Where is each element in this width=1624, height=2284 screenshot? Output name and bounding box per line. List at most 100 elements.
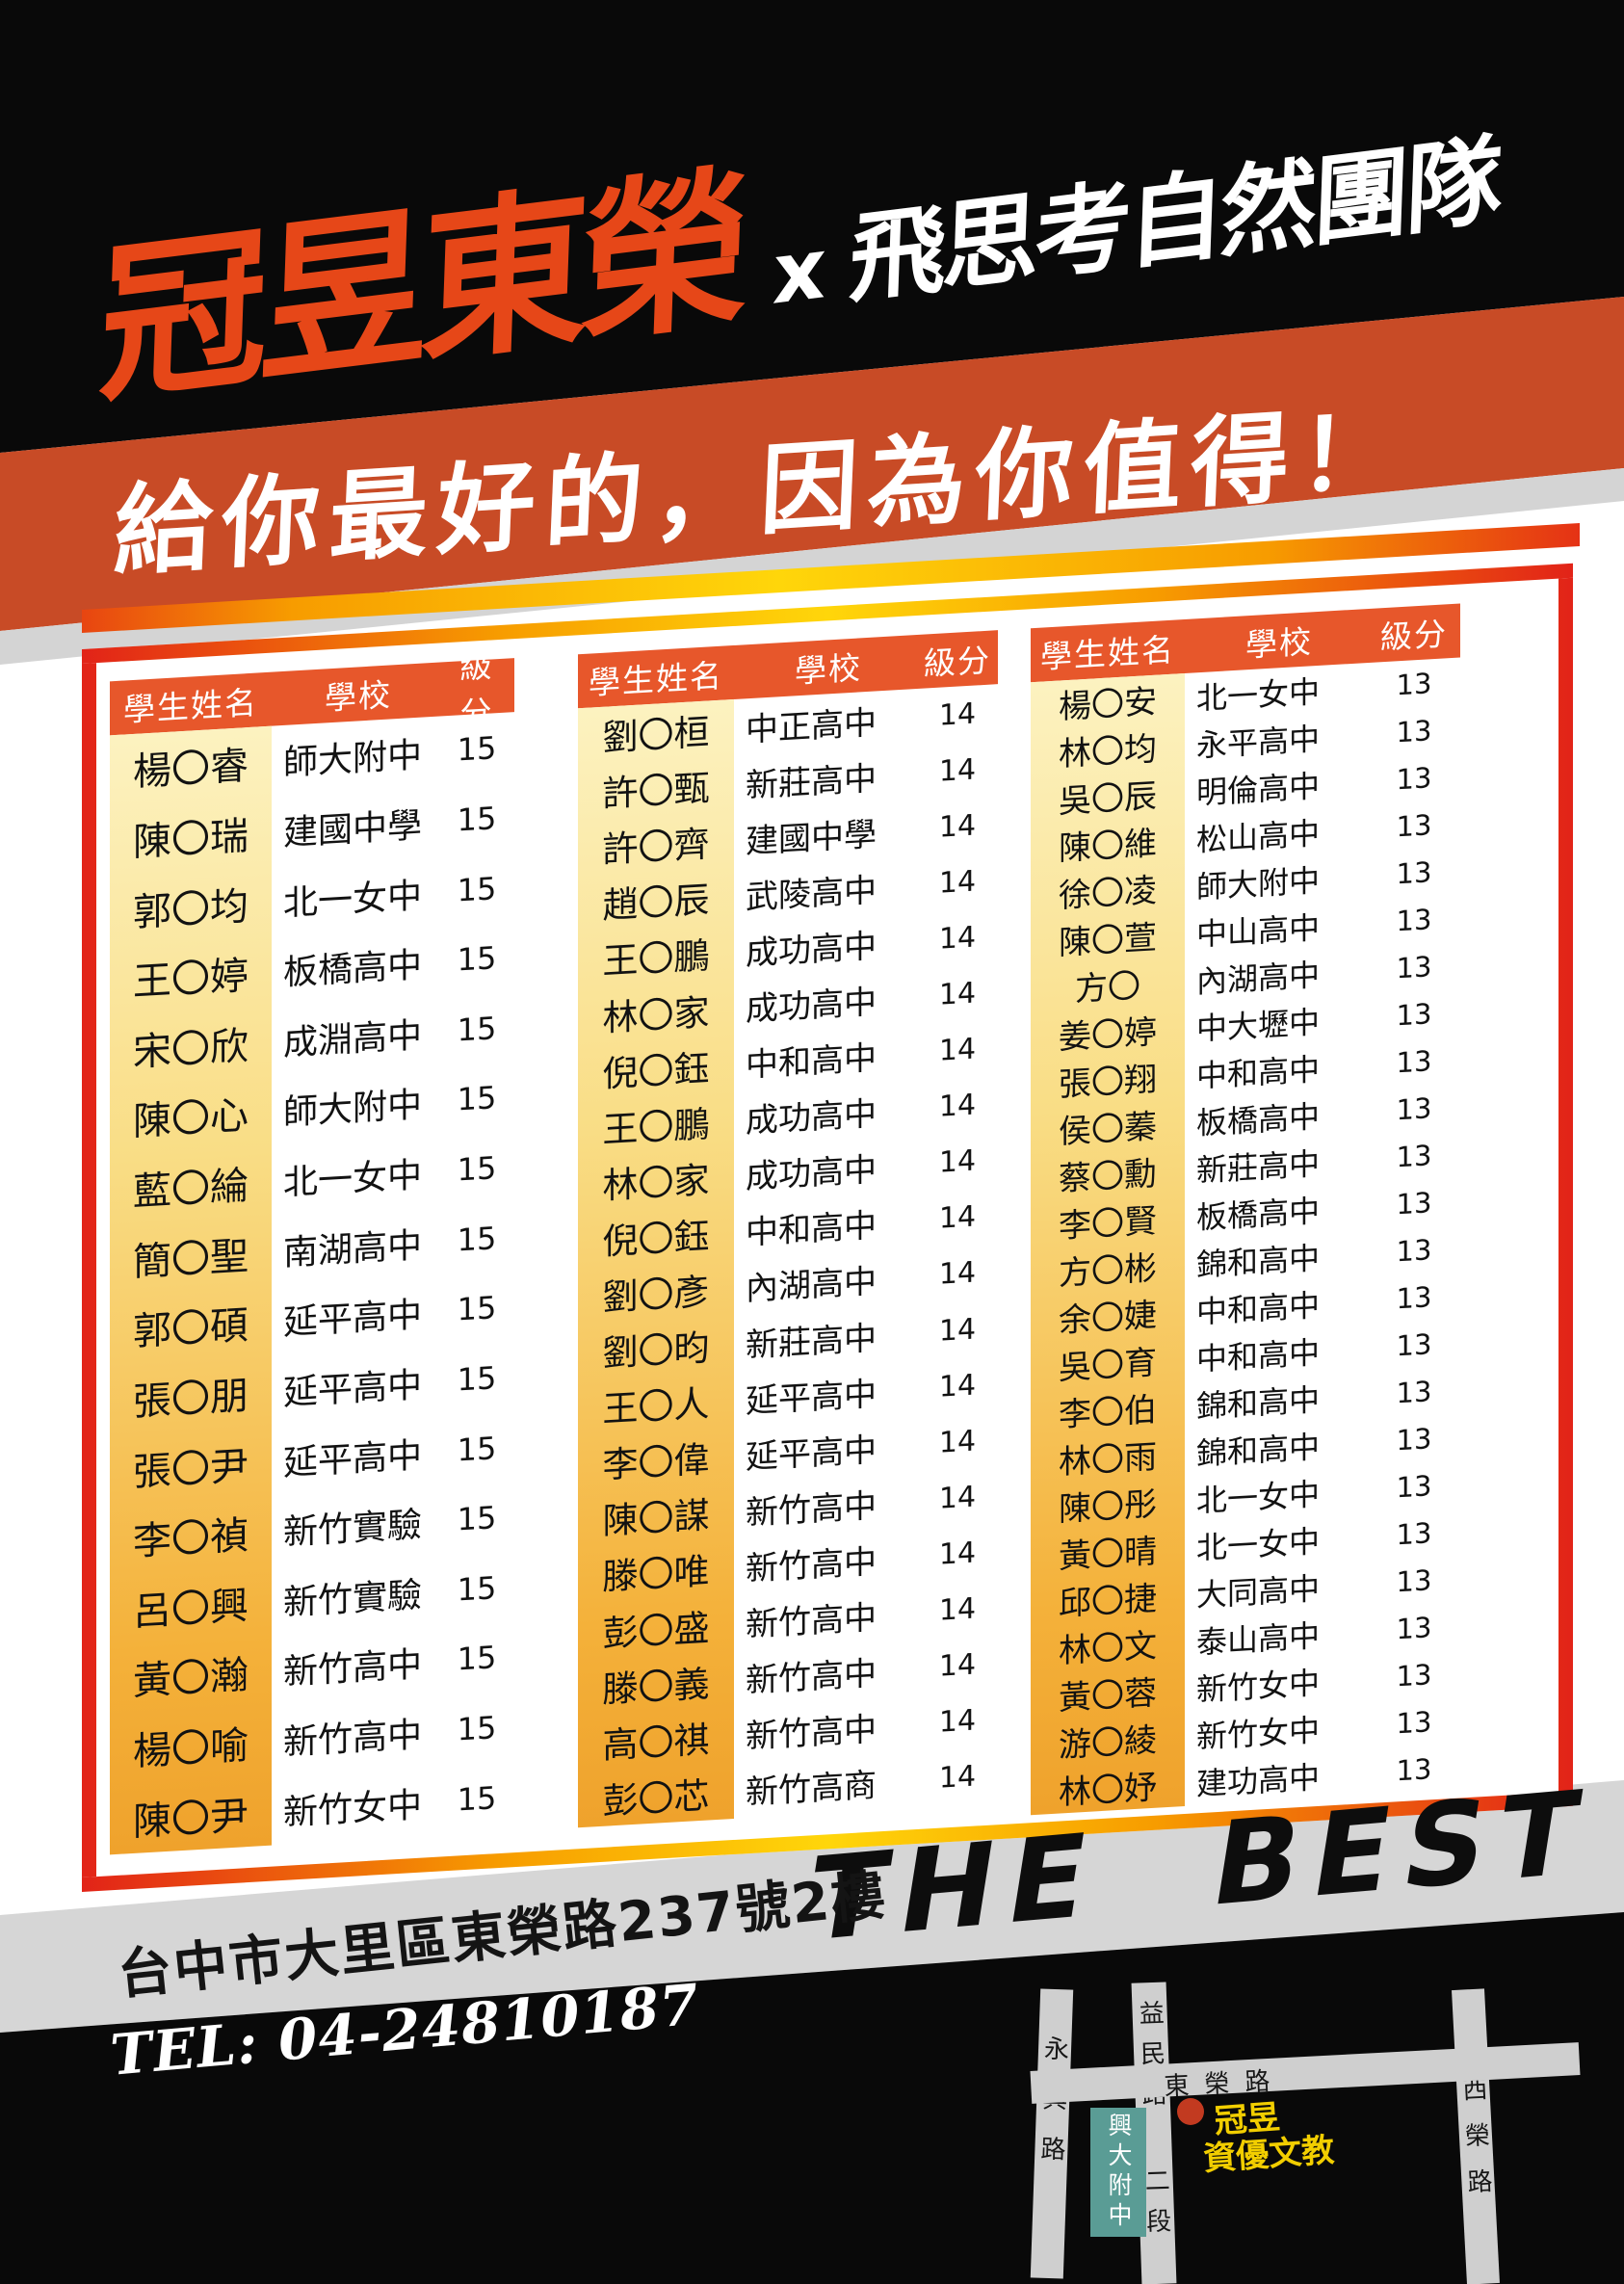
score-value: 13 xyxy=(1396,949,1432,984)
score-value: 15 xyxy=(457,1499,497,1538)
score-value: 15 xyxy=(457,1009,497,1049)
school-name: 新竹女中 xyxy=(283,1785,423,1833)
score-value: 14 xyxy=(938,1088,977,1124)
title-line: 冠昱東榮 x 飛思考自然團隊 xyxy=(85,18,1509,433)
score-value: 13 xyxy=(1396,902,1432,937)
school-name: 武陵高中 xyxy=(746,871,877,918)
road-yongxing: 永興路 xyxy=(1030,1988,1074,2279)
score-value: 13 xyxy=(1396,807,1432,843)
score-value: 14 xyxy=(938,1312,977,1349)
student-name: 陳〇尹 xyxy=(133,1793,249,1845)
student-name: 林〇家 xyxy=(602,990,710,1039)
school-name: 師大附中 xyxy=(283,1086,423,1134)
student-name: 劉〇昀 xyxy=(602,1326,710,1375)
school-name: 新竹高中 xyxy=(283,1645,423,1693)
student-name: 李〇禎 xyxy=(133,1513,249,1565)
school-name: 師大附中 xyxy=(283,735,423,784)
score-value: 15 xyxy=(457,1219,497,1259)
school-name: 新竹高中 xyxy=(283,1715,423,1764)
student-name: 藍〇綸 xyxy=(133,1164,249,1216)
score-value: 13 xyxy=(1396,1704,1432,1740)
school-name: 中和高中 xyxy=(746,1206,877,1253)
student-name: 張〇尹 xyxy=(133,1443,249,1495)
group-rows: 楊〇安 北一女中 13 林〇均 永平高中 13 吳〇辰 明倫高中 13 xyxy=(1031,657,1460,1816)
score-value: 15 xyxy=(457,939,497,979)
student-name: 楊〇睿 xyxy=(133,744,249,796)
student-name: 倪〇鈺 xyxy=(602,1047,710,1095)
student-name: 陳〇謀 xyxy=(602,1494,710,1543)
score-value: 15 xyxy=(457,1079,497,1118)
school-name: 新竹高商 xyxy=(746,1766,877,1813)
school-name: 成功高中 xyxy=(746,1094,877,1142)
location-marker-label: 冠昱 資優文教 xyxy=(1200,2095,1336,2179)
student-name: 趙〇辰 xyxy=(602,879,710,928)
student-name: 陳〇心 xyxy=(133,1093,249,1145)
score-value: 14 xyxy=(938,920,977,957)
location-marker-dot xyxy=(1177,2098,1204,2125)
student-name: 高〇祺 xyxy=(602,1719,710,1767)
school-name: 新竹高中 xyxy=(746,1654,877,1701)
road-label-yimin: 益民路 xyxy=(1134,1999,1168,2122)
score-value: 13 xyxy=(1396,1232,1432,1268)
school-name: 新竹高中 xyxy=(746,1486,877,1534)
student-name: 劉〇桓 xyxy=(602,711,710,759)
school-name: 北一女中 xyxy=(283,1155,423,1204)
score-value: 14 xyxy=(938,752,977,789)
student-name: 彭〇芯 xyxy=(602,1774,710,1823)
group-rows: 劉〇桓 中正高中 14 許〇甄 新莊高中 14 許〇齊 建國中學 14 xyxy=(578,684,998,1828)
score-value: 13 xyxy=(1396,1185,1432,1221)
score-value: 13 xyxy=(1396,996,1432,1032)
score-value: 14 xyxy=(938,1536,977,1572)
school-name: 成功高中 xyxy=(746,927,877,974)
collab-x: x xyxy=(771,220,828,325)
score-value: 13 xyxy=(1396,1279,1432,1315)
score-value: 13 xyxy=(1396,760,1432,796)
school-name: 新竹高中 xyxy=(746,1542,877,1589)
score-value: 13 xyxy=(1396,1090,1432,1126)
score-value: 15 xyxy=(457,1289,497,1328)
student-name: 滕〇義 xyxy=(602,1663,710,1711)
school-name: 延平高中 xyxy=(283,1435,423,1483)
score-value: 14 xyxy=(938,1143,977,1180)
school-name: 建國中學 xyxy=(283,805,423,853)
road-label-xirong: 西榮路 xyxy=(1457,2075,1494,2216)
road-dongrong: 東榮路 xyxy=(1030,2042,1581,2104)
header-score: 級分 xyxy=(1380,615,1448,657)
school-name: 延平高中 xyxy=(746,1431,877,1478)
marker-label-line2: 資優文教 xyxy=(1202,2131,1336,2179)
score-group-14: 學生姓名 學校 級分 劉〇桓 中正高中 14 許〇甄 新莊高中 xyxy=(578,630,998,1828)
road-label-yongxing: 永興路 xyxy=(1035,2035,1070,2187)
score-value: 13 xyxy=(1396,1610,1432,1645)
header-student-name: 學生姓名 xyxy=(123,683,258,729)
school-name: 新莊高中 xyxy=(746,1319,877,1365)
score-value: 13 xyxy=(1396,1657,1432,1693)
score-value: 14 xyxy=(938,864,977,901)
student-name: 王〇婷 xyxy=(133,954,249,1006)
brand-title: 冠昱東榮 xyxy=(95,148,747,428)
score-value: 13 xyxy=(1396,1138,1432,1173)
score-value: 13 xyxy=(1396,713,1432,748)
school-name: 建國中學 xyxy=(746,815,877,862)
score-value: 15 xyxy=(457,869,497,909)
student-name: 滕〇唯 xyxy=(602,1550,710,1599)
student-name: 王〇人 xyxy=(602,1382,710,1431)
road-label-dongrong: 東榮路 xyxy=(1163,2066,1287,2102)
score-value: 14 xyxy=(938,696,977,733)
student-name: 楊〇喻 xyxy=(133,1723,249,1775)
student-name: 林〇家 xyxy=(602,1159,710,1207)
results-table: 學生姓名 學校 級分 楊〇睿 師大附中 15 陳〇瑞 建國中學 xyxy=(82,563,1573,1892)
score-value: 14 xyxy=(938,1591,977,1628)
score-value: 14 xyxy=(938,808,977,845)
score-group-15: 學生姓名 學校 級分 楊〇睿 師大附中 15 陳〇瑞 建國中學 xyxy=(110,646,514,1855)
school-name: 中和高中 xyxy=(746,1038,877,1086)
score-value: 15 xyxy=(457,800,497,839)
score-value: 14 xyxy=(938,1255,977,1293)
score-group-13: 學生姓名 學校 級分 楊〇安 北一女中 13 林〇均 永平高中 xyxy=(1031,603,1460,1816)
score-value: 14 xyxy=(938,1199,977,1237)
school-name: 新竹實驗 xyxy=(283,1505,423,1554)
student-name: 陳〇瑞 xyxy=(133,813,249,865)
student-name: 簡〇聖 xyxy=(133,1233,249,1285)
score-value: 13 xyxy=(1396,1043,1432,1079)
school-name: 南湖高中 xyxy=(283,1225,423,1273)
